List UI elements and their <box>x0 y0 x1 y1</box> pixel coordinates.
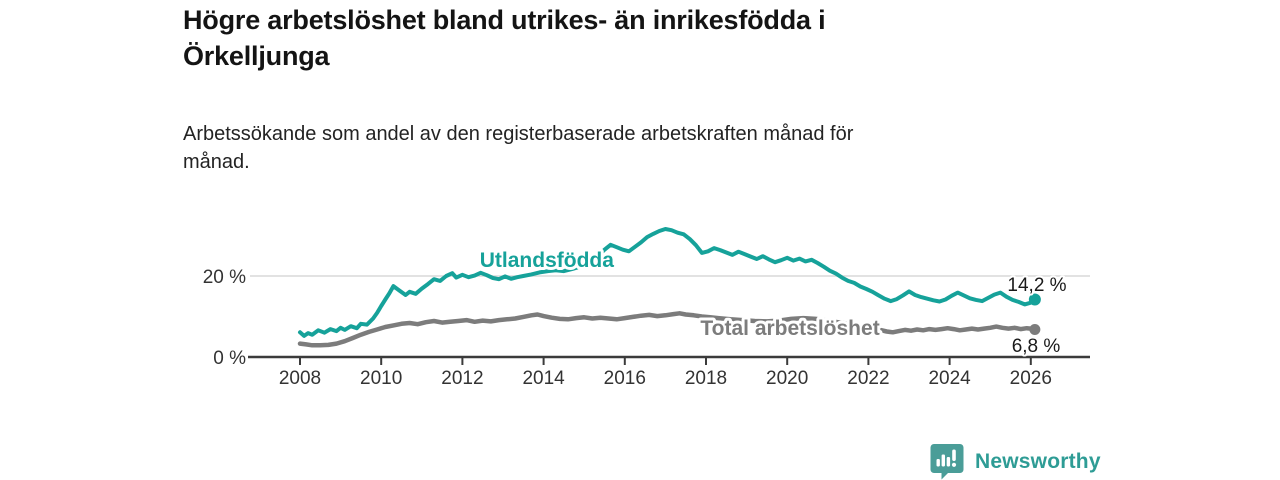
x-axis-tick-label: 2008 <box>279 368 321 389</box>
series-label-utlandsfodda: Utlandsfödda <box>480 249 614 272</box>
newsworthy-logo: Newsworthy <box>930 443 1101 480</box>
x-axis-tick-label: 2020 <box>766 368 808 389</box>
series-line-utlandsfodda <box>298 227 1037 338</box>
end-value-label-total: 6,8 % <box>1012 336 1061 357</box>
x-axis-tick-label: 2010 <box>360 368 402 389</box>
chart-subtitle-line2: månad. <box>183 151 250 173</box>
chart-title: Högre arbetslöshet bland utrikes- än inr… <box>183 2 1013 74</box>
x-axis-tick-label: 2014 <box>522 368 565 389</box>
chart-subtitle: Arbetssökande som andel av den registerb… <box>183 120 1043 176</box>
x-axis-ticks: 2008 2010 2012 2014 2016 2018 2020 2022 2024 2026 <box>279 357 1052 389</box>
series-end-dot-utlandsfodda <box>1028 293 1041 306</box>
x-axis-tick-label: 2016 <box>604 368 646 389</box>
chart-subtitle-line1: Arbetssökande som andel av den registerb… <box>183 123 854 145</box>
series-line-total-arbetsloshet <box>297 311 1038 348</box>
x-axis-tick-label: 2012 <box>441 368 483 389</box>
series-end-dot-total <box>1029 323 1041 335</box>
bar-chart-speech-bubble-icon <box>930 444 964 480</box>
end-value-label-utlandsfodda: 14,2 % <box>1007 275 1066 296</box>
y-axis-tick-label: 20 % <box>203 267 246 288</box>
chart-title-line1: Högre arbetslöshet bland utrikes- än inr… <box>183 5 826 35</box>
x-axis-tick-label: 2022 <box>847 368 889 389</box>
chart-title-line2: Örkelljunga <box>183 41 330 71</box>
logo-text: Newsworthy <box>975 449 1101 473</box>
series-label-total-arbetsloshet: Total arbetslöshet <box>700 317 879 340</box>
x-axis-tick-label: 2026 <box>1010 368 1052 389</box>
x-axis-tick-label: 2024 <box>928 368 971 389</box>
y-axis-tick-label: 0 % <box>213 348 246 369</box>
x-axis-tick-label: 2018 <box>685 368 727 389</box>
y-axis-labels: 0 % 20 % <box>203 267 246 369</box>
